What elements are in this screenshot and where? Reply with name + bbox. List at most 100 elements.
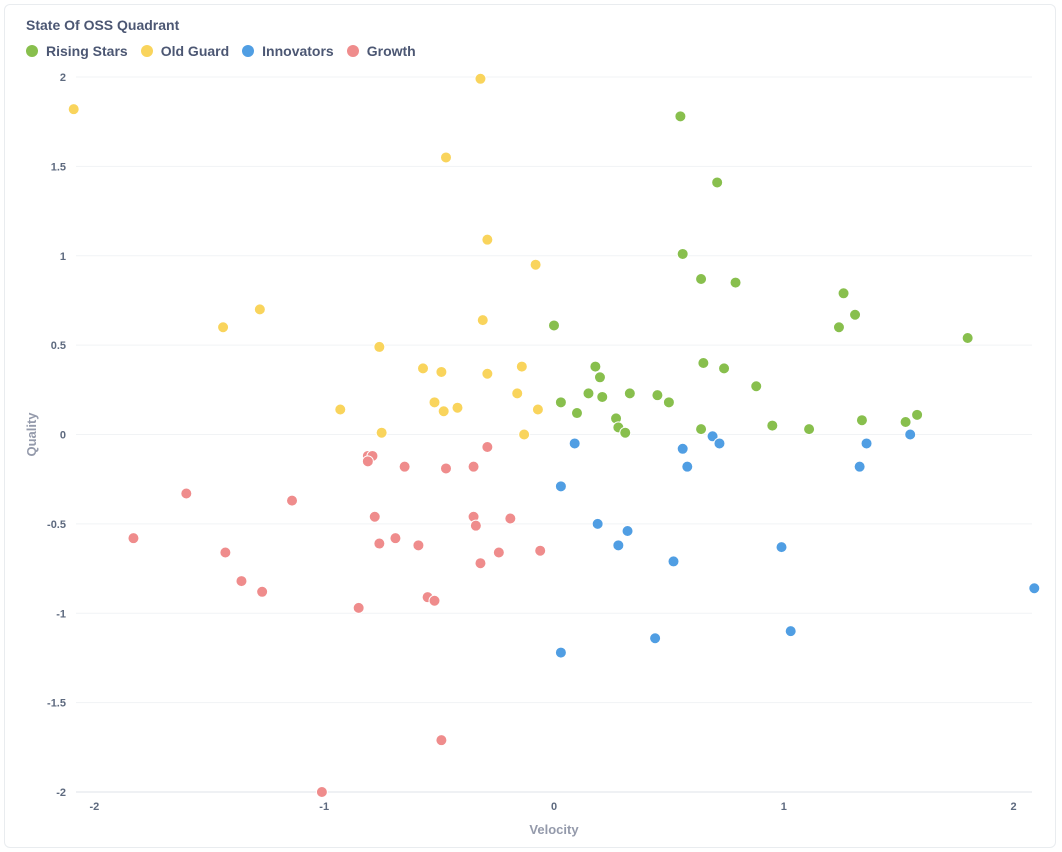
point-innovators[interactable]	[554, 480, 567, 493]
point-rising-stars[interactable]	[849, 308, 862, 321]
point-rising-stars[interactable]	[837, 287, 850, 300]
point-growth[interactable]	[412, 539, 425, 552]
point-rising-stars[interactable]	[662, 396, 675, 409]
point-rising-stars[interactable]	[589, 360, 602, 373]
point-old-guard[interactable]	[474, 72, 487, 85]
point-innovators[interactable]	[554, 646, 567, 659]
point-rising-stars[interactable]	[676, 247, 689, 260]
point-rising-stars[interactable]	[718, 362, 731, 375]
point-growth[interactable]	[534, 544, 547, 557]
point-innovators[interactable]	[649, 632, 662, 645]
point-growth[interactable]	[389, 532, 402, 545]
point-rising-stars[interactable]	[803, 423, 816, 436]
chart-title[interactable]: State Of OSS Quadrant	[26, 17, 180, 33]
point-rising-stars[interactable]	[570, 407, 583, 420]
point-growth[interactable]	[235, 575, 248, 588]
point-old-guard[interactable]	[435, 365, 448, 378]
point-innovators[interactable]	[676, 442, 689, 455]
legend-item-rising-stars[interactable]: Rising Stars	[26, 43, 128, 59]
point-growth[interactable]	[492, 546, 505, 559]
point-innovators[interactable]	[706, 430, 719, 443]
point-old-guard[interactable]	[334, 403, 347, 416]
point-innovators[interactable]	[904, 428, 917, 441]
point-rising-stars[interactable]	[961, 331, 974, 344]
point-old-guard[interactable]	[515, 360, 528, 373]
point-innovators[interactable]	[860, 437, 873, 450]
point-growth[interactable]	[219, 546, 232, 559]
point-rising-stars[interactable]	[911, 408, 924, 421]
point-old-guard[interactable]	[417, 362, 430, 375]
point-growth[interactable]	[286, 494, 299, 507]
point-innovators[interactable]	[591, 517, 604, 530]
legend-item-growth[interactable]: Growth	[346, 43, 416, 59]
point-growth[interactable]	[469, 519, 482, 532]
point-rising-stars[interactable]	[766, 419, 779, 432]
point-growth[interactable]	[368, 510, 381, 523]
point-old-guard[interactable]	[253, 303, 266, 316]
point-old-guard[interactable]	[439, 151, 452, 164]
point-innovators[interactable]	[1028, 582, 1041, 595]
point-growth[interactable]	[127, 532, 140, 545]
point-old-guard[interactable]	[217, 321, 230, 334]
point-rising-stars[interactable]	[651, 389, 664, 402]
point-innovators[interactable]	[853, 460, 866, 473]
point-old-guard[interactable]	[67, 103, 80, 116]
point-old-guard[interactable]	[529, 258, 542, 271]
point-old-guard[interactable]	[481, 367, 494, 380]
point-rising-stars[interactable]	[623, 387, 636, 400]
point-growth[interactable]	[361, 455, 374, 468]
point-old-guard[interactable]	[373, 340, 386, 353]
point-growth[interactable]	[428, 594, 441, 607]
point-growth[interactable]	[481, 441, 494, 454]
point-rising-stars[interactable]	[554, 396, 567, 409]
point-innovators[interactable]	[681, 460, 694, 473]
point-rising-stars[interactable]	[697, 357, 710, 369]
point-innovators[interactable]	[713, 437, 726, 450]
point-growth[interactable]	[352, 601, 365, 614]
point-growth[interactable]	[398, 460, 411, 473]
point-innovators[interactable]	[621, 525, 634, 538]
point-rising-stars[interactable]	[695, 423, 708, 436]
point-old-guard[interactable]	[375, 426, 388, 439]
point-rising-stars[interactable]	[832, 321, 845, 334]
point-innovators[interactable]	[612, 539, 625, 552]
point-rising-stars[interactable]	[695, 272, 708, 285]
point-growth[interactable]	[467, 460, 480, 473]
point-rising-stars[interactable]	[596, 390, 609, 403]
point-growth[interactable]	[315, 786, 328, 798]
point-old-guard[interactable]	[476, 314, 489, 327]
point-growth[interactable]	[439, 462, 452, 475]
point-old-guard[interactable]	[481, 233, 494, 246]
point-growth[interactable]	[504, 512, 517, 525]
point-rising-stars[interactable]	[711, 176, 724, 189]
point-growth[interactable]	[256, 585, 269, 598]
point-innovators[interactable]	[784, 625, 797, 638]
data-points	[67, 72, 1041, 798]
point-innovators[interactable]	[568, 437, 581, 450]
point-old-guard[interactable]	[428, 396, 441, 409]
point-old-guard[interactable]	[518, 428, 531, 441]
point-rising-stars[interactable]	[548, 319, 560, 332]
point-rising-stars[interactable]	[855, 414, 868, 427]
point-rising-stars[interactable]	[729, 276, 742, 289]
point-rising-stars[interactable]	[582, 387, 595, 400]
point-growth[interactable]	[373, 537, 386, 550]
legend-item-innovators[interactable]: Innovators	[242, 43, 334, 59]
point-innovators[interactable]	[667, 555, 680, 568]
point-old-guard[interactable]	[531, 403, 544, 416]
point-rising-stars[interactable]	[619, 426, 632, 439]
point-old-guard[interactable]	[437, 405, 450, 418]
point-innovators[interactable]	[775, 541, 788, 554]
point-growth[interactable]	[180, 487, 193, 500]
point-growth[interactable]	[435, 734, 448, 747]
point-rising-stars[interactable]	[899, 415, 912, 428]
point-rising-stars[interactable]	[674, 110, 687, 123]
point-old-guard[interactable]	[451, 401, 464, 414]
legend-item-old-guard[interactable]: Old Guard	[140, 43, 229, 59]
point-growth[interactable]	[474, 557, 487, 570]
point-old-guard[interactable]	[511, 387, 524, 400]
point-rising-stars[interactable]	[593, 371, 606, 384]
point-rising-stars[interactable]	[750, 380, 763, 393]
x-tick-label: 1	[781, 801, 787, 813]
